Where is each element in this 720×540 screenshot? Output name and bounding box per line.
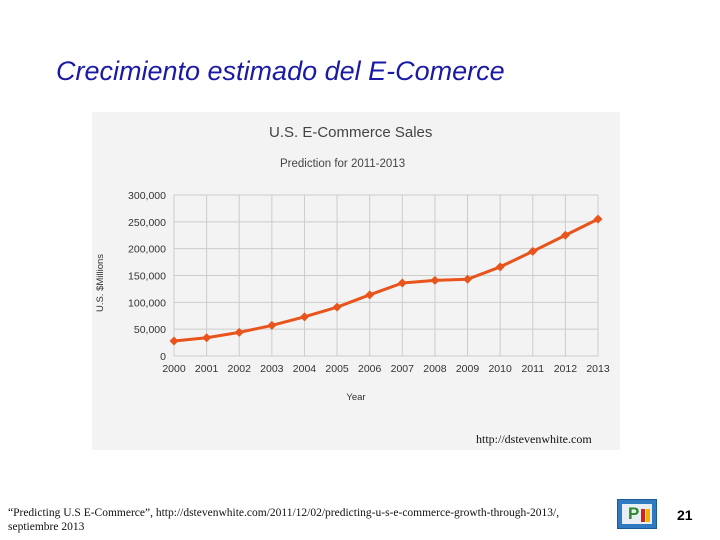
data-point	[430, 275, 440, 285]
x-tick-label: 2001	[195, 363, 219, 375]
series-layer	[169, 214, 603, 346]
slide-title: Crecimiento estimado del E-Comerce	[56, 56, 505, 86]
data-point	[560, 230, 570, 240]
x-axis-ticks: 2000 2001 2002 2003 2004 2005 2006 2007 2008 2009…	[162, 363, 610, 375]
y-tick-label: 250,000	[128, 217, 166, 229]
chart-panel: U.S. E-Commerce Sales Prediction for 201…	[92, 112, 620, 450]
footer-citation: “Predicting U.S E-Commerce”, http://dste…	[8, 507, 560, 533]
y-tick-label: 200,000	[128, 244, 166, 256]
x-axis-label: Year	[346, 392, 365, 403]
y-tick-label: 100,000	[128, 297, 166, 309]
source-url: http://dstevenwhite.com	[476, 432, 592, 446]
x-tick-label: 2000	[162, 363, 186, 375]
data-point	[267, 320, 277, 330]
grid	[173, 194, 599, 357]
x-tick-label: 2002	[228, 363, 252, 375]
logo-bar-red-icon	[641, 509, 645, 522]
data-point	[463, 274, 473, 284]
series-line	[173, 217, 599, 343]
x-tick-label: 2010	[488, 363, 512, 375]
logo-letter-icon: P	[628, 504, 640, 523]
x-tick-label: 2007	[391, 363, 415, 375]
data-point	[299, 312, 309, 322]
data-point	[593, 214, 603, 224]
data-point	[202, 333, 212, 343]
presentation-logo-icon: P	[617, 499, 657, 529]
line-chart: U.S. E-Commerce Sales Prediction for 201…	[95, 124, 610, 403]
data-point	[495, 262, 505, 272]
data-point	[169, 336, 179, 346]
y-axis-label: U.S. $Millions	[95, 254, 106, 312]
x-tick-label: 2013	[586, 363, 610, 375]
x-tick-label: 2008	[423, 363, 447, 375]
y-tick-label: 300,000	[128, 190, 166, 202]
chart-title: U.S. E-Commerce Sales	[269, 124, 432, 141]
data-point	[528, 246, 538, 256]
y-tick-label: 150,000	[128, 271, 166, 283]
page-number: 21	[677, 507, 693, 523]
logo-bar-yellow-icon	[646, 509, 650, 522]
logo-inner: P	[622, 504, 652, 524]
x-tick-label: 2012	[554, 363, 578, 375]
data-point	[332, 302, 342, 312]
y-tick-label: 0	[160, 351, 166, 363]
x-tick-label: 2005	[325, 363, 349, 375]
y-axis-ticks: 0 50,000 100,000 150,000 200,000 250,000 300,0…	[128, 190, 166, 363]
x-tick-label: 2004	[293, 363, 317, 375]
x-tick-label: 2006	[358, 363, 382, 375]
x-tick-label: 2003	[260, 363, 284, 375]
data-point	[365, 290, 375, 300]
data-point	[234, 327, 244, 337]
x-tick-label: 2011	[521, 363, 544, 375]
y-tick-label: 50,000	[134, 324, 166, 336]
chart-subtitle: Prediction for 2011-2013	[280, 158, 405, 170]
x-tick-label: 2009	[456, 363, 480, 375]
data-point	[397, 278, 407, 288]
